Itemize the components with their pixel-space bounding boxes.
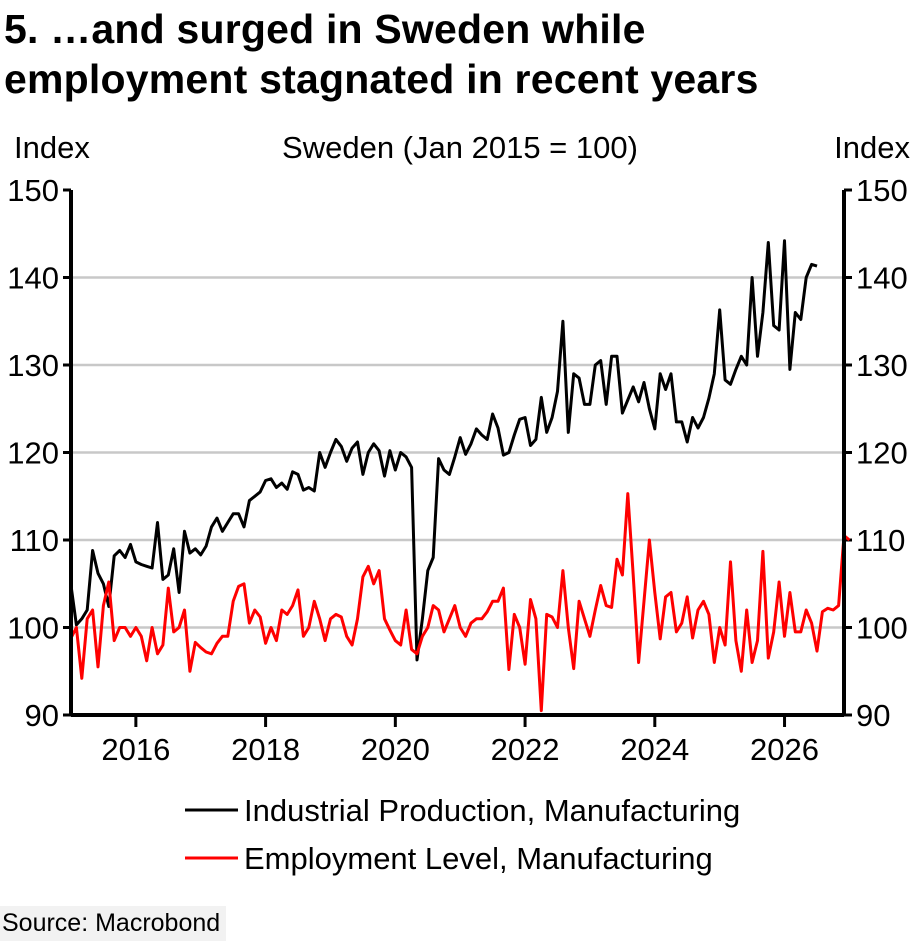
y-axis-left: 90 100 110 120 130 140 150 [7,173,71,733]
x-tick-label-2016: 2016 [101,732,170,767]
legend: Industrial Production, Manufacturing Emp… [185,793,740,876]
legend-label-industrial-production: Industrial Production, Manufacturing [244,793,740,828]
source-note: Source: Macrobond [0,906,227,941]
series-line-industrial-production [69,239,818,662]
y-tick-label-right-100: 100 [856,611,908,646]
chart-title-line-1: 5. …and surged in Sweden while [4,6,646,52]
y-tick-label-left-90: 90 [25,698,59,733]
x-tick-label-2020: 2020 [361,732,430,767]
x-tick-label-2018: 2018 [231,732,300,767]
chart-subtitle: Sweden (Jan 2015 = 100) [282,130,638,165]
x-tick-label-2026: 2026 [750,732,819,767]
y-tick-label-right-110: 110 [856,523,905,558]
y-axis-label-left: Index [14,130,90,165]
x-axis: 2016 2018 2020 2022 2024 2026 [101,715,819,767]
series-lines [69,239,851,713]
x-tick-label-2024: 2024 [620,732,689,767]
legend-item-employment-level: Employment Level, Manufacturing [185,841,713,876]
y-tick-label-left-120: 120 [7,436,59,471]
legend-item-industrial-production: Industrial Production, Manufacturing [185,793,740,828]
y-tick-label-right-130: 130 [856,348,908,383]
y-tick-label-right-140: 140 [856,261,908,296]
y-axis-right: 90 100 110 120 130 140 150 [844,173,908,733]
line-chart: Index Sweden (Jan 2015 = 100) Index 90 10… [7,130,910,876]
y-tick-label-right-150: 150 [856,173,908,208]
y-tick-label-left-140: 140 [7,261,59,296]
chart-title-line-2: employment stagnated in recent years [4,56,759,102]
x-tick-label-2022: 2022 [491,732,560,767]
chart-title: 5. …and surged in Sweden while employmen… [4,4,904,104]
series-line-employment-level [69,492,851,713]
plot-frame [69,190,846,717]
y-axis-label-right: Index [834,130,910,165]
legend-label-employment-level: Employment Level, Manufacturing [244,841,713,876]
y-tick-label-right-90: 90 [856,698,890,733]
y-tick-label-left-110: 110 [10,523,59,558]
y-tick-label-left-150: 150 [7,173,59,208]
y-tick-label-left-100: 100 [7,611,59,646]
y-tick-label-left-130: 130 [7,348,59,383]
y-tick-label-right-120: 120 [856,436,908,471]
